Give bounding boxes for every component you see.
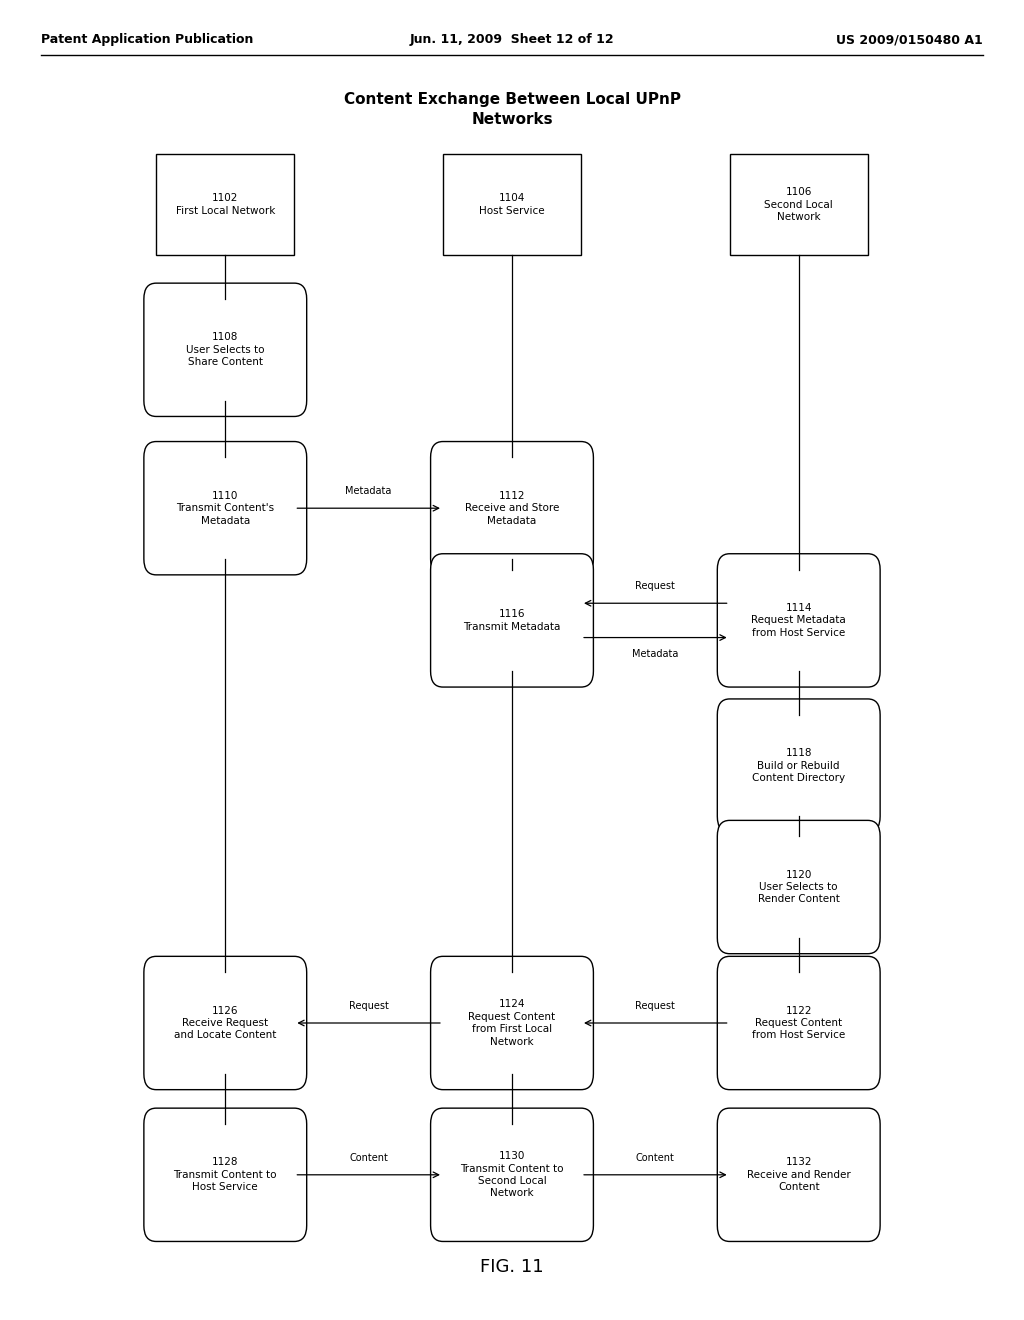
FancyBboxPatch shape: [143, 284, 307, 417]
Text: 1132
Receive and Render
Content: 1132 Receive and Render Content: [746, 1158, 851, 1192]
FancyBboxPatch shape: [717, 956, 881, 1090]
Text: 1112
Receive and Store
Metadata: 1112 Receive and Store Metadata: [465, 491, 559, 525]
Text: 1102
First Local Network: 1102 First Local Network: [175, 194, 275, 215]
Text: Content Exchange Between Local UPnP
Networks: Content Exchange Between Local UPnP Netw…: [343, 92, 681, 127]
Text: Metadata: Metadata: [345, 486, 392, 496]
FancyBboxPatch shape: [143, 1107, 307, 1241]
Text: 1124
Request Content
from First Local
Network: 1124 Request Content from First Local Ne…: [468, 999, 556, 1047]
Text: Metadata: Metadata: [632, 649, 679, 660]
FancyBboxPatch shape: [143, 956, 307, 1090]
FancyBboxPatch shape: [430, 956, 594, 1090]
Text: 1120
User Selects to
Render Content: 1120 User Selects to Render Content: [758, 870, 840, 904]
FancyBboxPatch shape: [430, 1107, 594, 1241]
Text: 1106
Second Local
Network: 1106 Second Local Network: [764, 187, 834, 222]
Text: US 2009/0150480 A1: US 2009/0150480 A1: [837, 33, 983, 46]
Text: Request: Request: [636, 581, 675, 591]
FancyBboxPatch shape: [430, 441, 594, 576]
Text: Content: Content: [349, 1152, 388, 1163]
Text: FIG. 11: FIG. 11: [480, 1258, 544, 1276]
FancyBboxPatch shape: [717, 554, 881, 686]
Text: 1122
Request Content
from Host Service: 1122 Request Content from Host Service: [752, 1006, 846, 1040]
Text: 1110
Transmit Content's
Metadata: 1110 Transmit Content's Metadata: [176, 491, 274, 525]
Text: 1114
Request Metadata
from Host Service: 1114 Request Metadata from Host Service: [752, 603, 846, 638]
FancyBboxPatch shape: [430, 554, 594, 686]
FancyBboxPatch shape: [156, 153, 295, 256]
Text: Patent Application Publication: Patent Application Publication: [41, 33, 253, 46]
FancyBboxPatch shape: [143, 441, 307, 576]
Text: Request: Request: [349, 1001, 388, 1011]
Text: Jun. 11, 2009  Sheet 12 of 12: Jun. 11, 2009 Sheet 12 of 12: [410, 33, 614, 46]
FancyBboxPatch shape: [442, 153, 582, 256]
Text: 1118
Build or Rebuild
Content Directory: 1118 Build or Rebuild Content Directory: [753, 748, 845, 783]
Text: 1104
Host Service: 1104 Host Service: [479, 194, 545, 215]
Text: 1116
Transmit Metadata: 1116 Transmit Metadata: [463, 610, 561, 631]
Text: Request: Request: [636, 1001, 675, 1011]
Text: 1128
Transmit Content to
Host Service: 1128 Transmit Content to Host Service: [173, 1158, 278, 1192]
FancyBboxPatch shape: [717, 820, 881, 953]
Text: 1126
Receive Request
and Locate Content: 1126 Receive Request and Locate Content: [174, 1006, 276, 1040]
Text: Content: Content: [636, 1152, 675, 1163]
FancyBboxPatch shape: [717, 1107, 881, 1241]
Text: 1108
User Selects to
Share Content: 1108 User Selects to Share Content: [186, 333, 264, 367]
FancyBboxPatch shape: [717, 700, 881, 833]
FancyBboxPatch shape: [729, 153, 868, 256]
Text: 1130
Transmit Content to
Second Local
Network: 1130 Transmit Content to Second Local Ne…: [460, 1151, 564, 1199]
